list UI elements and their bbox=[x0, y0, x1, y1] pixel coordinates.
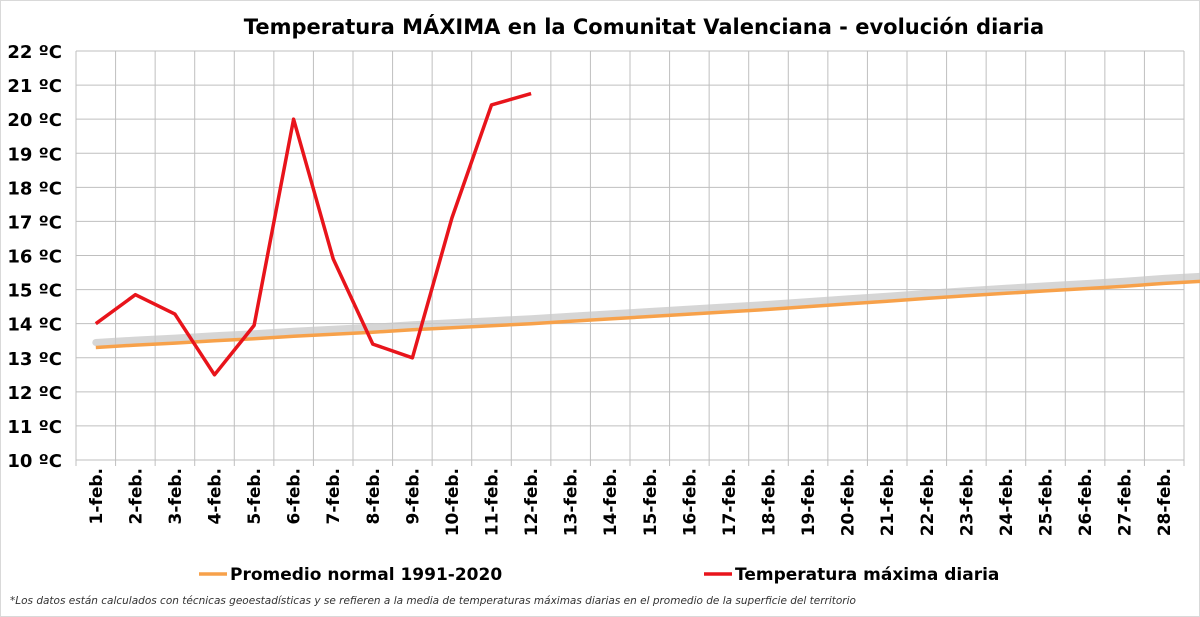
y-tick-label: 12 ºC bbox=[7, 383, 62, 404]
legend: Promedio normal 1991-2020 Temperatura má… bbox=[199, 565, 999, 585]
x-tick-label: 18-feb. bbox=[760, 468, 780, 536]
x-tick-label: 1-feb. bbox=[87, 468, 107, 524]
y-axis-ticks: 10 ºC 11 ºC 12 ºC 13 ºC 14 ºC 15 ºC 16 ºC 17 ºC… bbox=[7, 42, 62, 472]
series-line-promedio-normal bbox=[95, 279, 1200, 350]
x-tick-label: 25-feb. bbox=[1037, 468, 1057, 536]
x-tick-label: 13-feb. bbox=[562, 468, 582, 536]
y-tick-label: 19 ºC bbox=[7, 144, 62, 165]
footnote: *Los datos están calculados con técnicas… bbox=[10, 595, 856, 607]
x-tick-label: 17-feb. bbox=[720, 468, 740, 536]
x-tick-label: 12-feb. bbox=[522, 468, 542, 536]
x-tick-label: 20-feb. bbox=[839, 468, 859, 536]
normal-band bbox=[92, 272, 1200, 346]
x-tick-label: 5-feb. bbox=[245, 468, 265, 524]
series-line-temperatura-maxima bbox=[94, 91, 532, 377]
x-tick-label: 27-feb. bbox=[1116, 468, 1136, 536]
y-tick-label: 18 ºC bbox=[7, 178, 62, 199]
x-tick-label: 24-feb. bbox=[997, 468, 1017, 536]
x-tick-label: 11-feb. bbox=[483, 468, 503, 536]
x-tick-label: 2-feb. bbox=[126, 468, 146, 524]
legend-label-temperatura-maxima: Temperatura máxima diaria bbox=[735, 565, 999, 585]
y-tick-label: 14 ºC bbox=[7, 315, 62, 336]
x-tick-label: 22-feb. bbox=[918, 468, 938, 536]
x-tick-label: 9-feb. bbox=[403, 468, 423, 524]
y-tick-label: 11 ºC bbox=[7, 417, 62, 438]
normal-shadow-band bbox=[92, 272, 1200, 346]
x-axis-ticks: 1-feb. 2-feb. 3-feb. 4-feb. 5-feb. 6-feb. 7-fe… bbox=[87, 468, 1175, 536]
x-tick-label: 4-feb. bbox=[206, 468, 226, 524]
y-tick-label: 16 ºC bbox=[7, 247, 62, 268]
x-tick-label: 10-feb. bbox=[443, 468, 463, 536]
grid bbox=[75, 50, 1185, 466]
y-tick-label: 10 ºC bbox=[7, 451, 62, 472]
x-tick-label: 3-feb. bbox=[166, 468, 186, 524]
x-tick-label: 8-feb. bbox=[364, 468, 384, 524]
y-tick-label: 13 ºC bbox=[7, 349, 62, 370]
legend-label-promedio-normal: Promedio normal 1991-2020 bbox=[230, 565, 502, 585]
y-tick-label: 21 ºC bbox=[7, 76, 62, 97]
y-tick-label: 17 ºC bbox=[7, 212, 62, 233]
x-tick-label: 6-feb. bbox=[285, 468, 305, 524]
x-tick-label: 16-feb. bbox=[680, 468, 700, 536]
x-tick-label: 19-feb. bbox=[799, 468, 819, 536]
series-lines bbox=[94, 91, 1200, 377]
chart-title: Temperatura MÁXIMA en la Comunitat Valen… bbox=[244, 14, 1044, 39]
x-tick-label: 21-feb. bbox=[878, 468, 898, 536]
x-tick-label: 23-feb. bbox=[957, 468, 977, 536]
x-tick-label: 7-feb. bbox=[324, 468, 344, 524]
y-tick-label: 20 ºC bbox=[7, 110, 62, 131]
x-tick-label: 15-feb. bbox=[641, 468, 661, 536]
y-tick-label: 22 ºC bbox=[7, 42, 62, 63]
x-tick-label: 28-feb. bbox=[1155, 468, 1175, 536]
x-tick-label: 26-feb. bbox=[1076, 468, 1096, 536]
x-tick-label: 14-feb. bbox=[601, 468, 621, 536]
y-tick-label: 15 ºC bbox=[7, 281, 62, 302]
